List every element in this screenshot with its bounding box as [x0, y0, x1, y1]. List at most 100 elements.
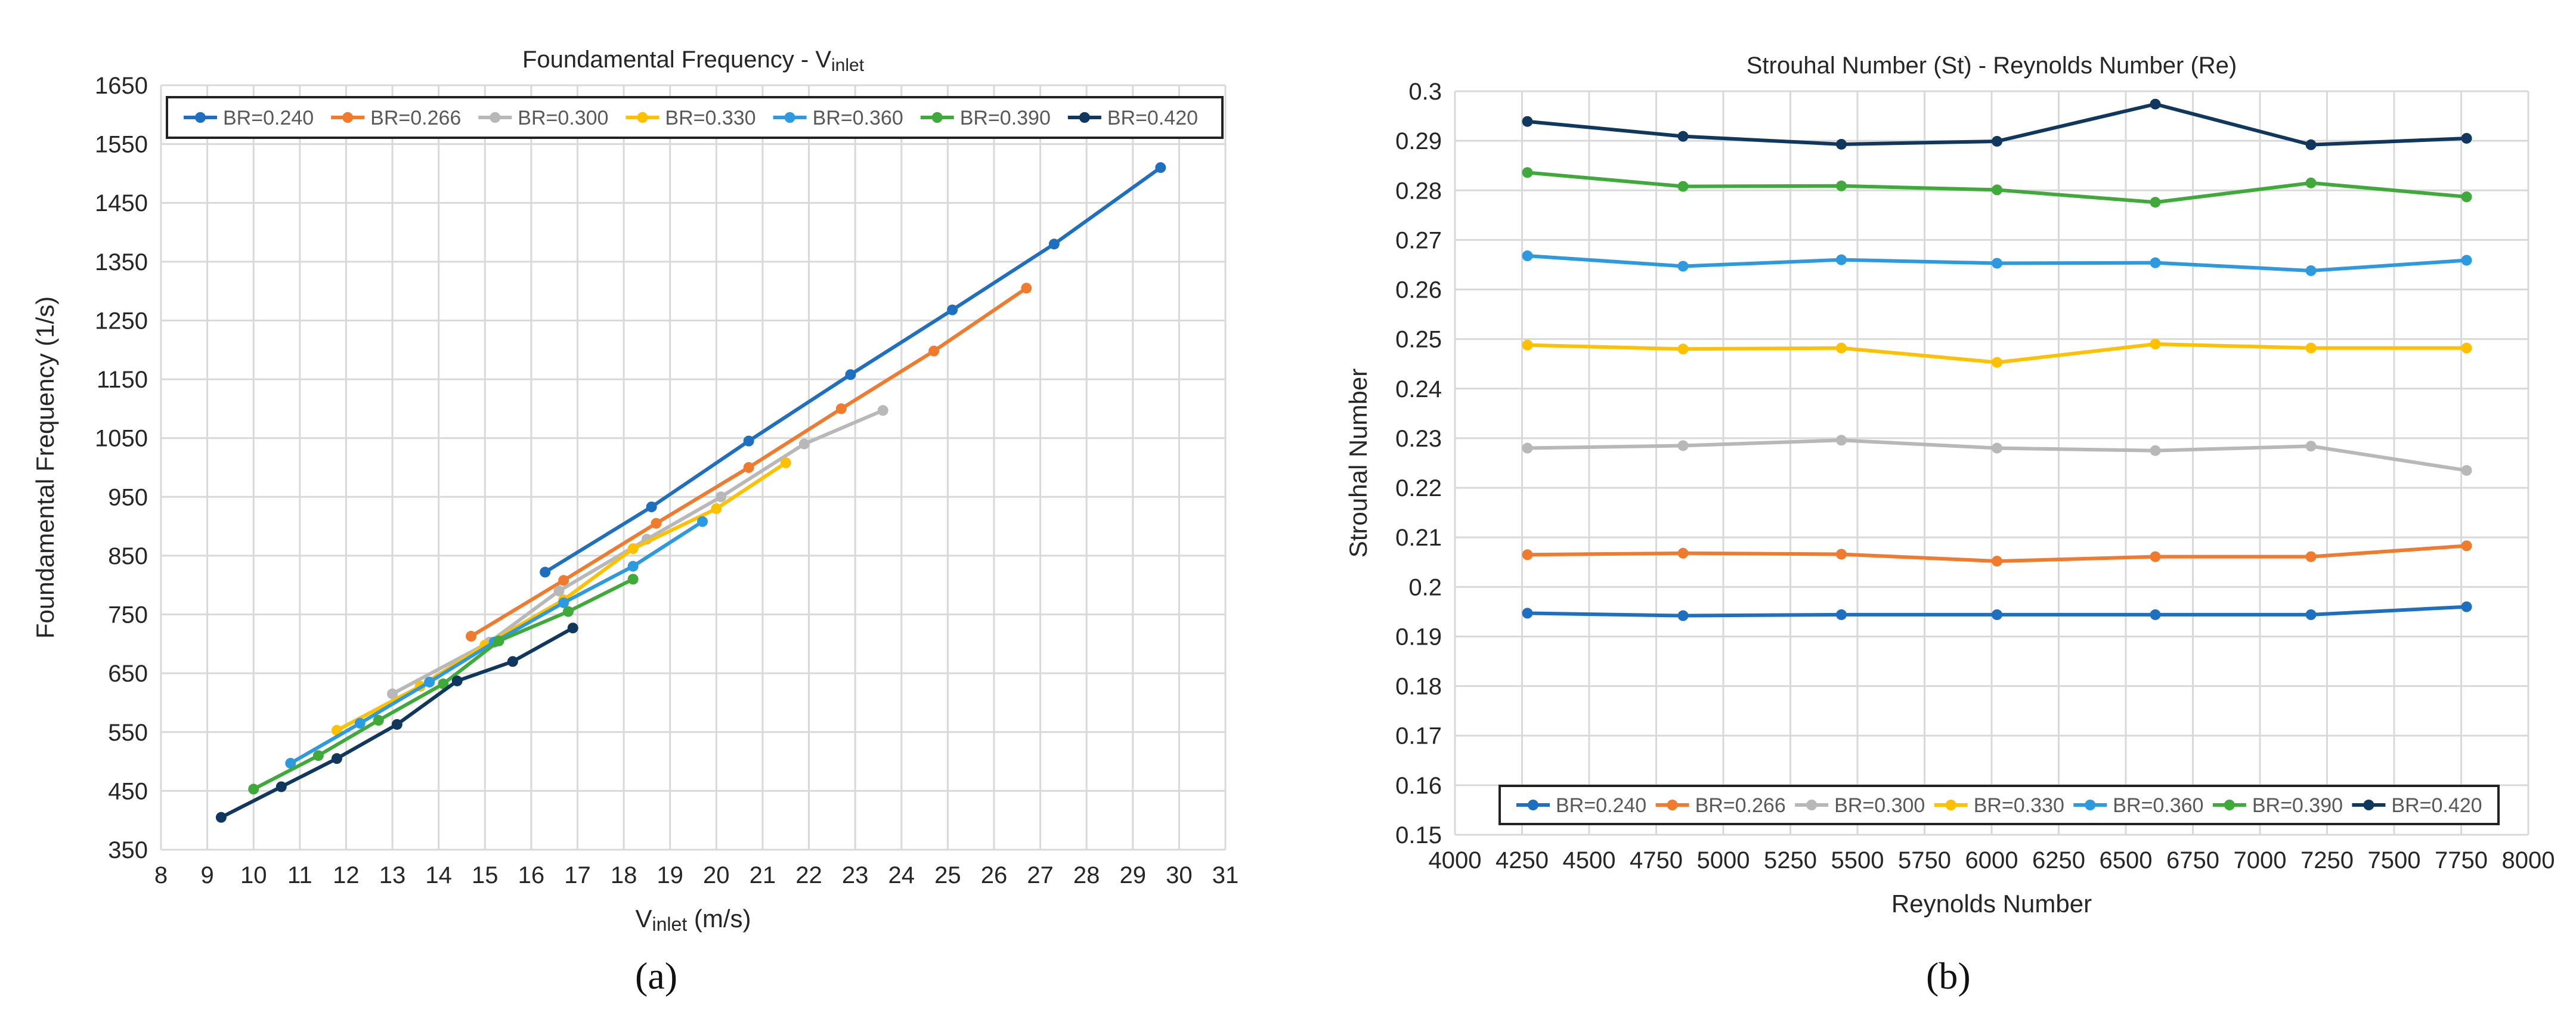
y-tick-label: 950	[108, 484, 148, 510]
x-tick-label: 11	[287, 862, 312, 888]
data-point	[928, 345, 940, 357]
panel-label-b: (b)	[1926, 955, 1971, 997]
data-point	[743, 462, 754, 473]
x-tick-label: 5500	[1831, 847, 1884, 874]
chart-title: Foundamental Frequency - Vinlet	[522, 47, 865, 75]
x-tick-label: 6000	[1965, 847, 2018, 874]
data-point	[2305, 177, 2317, 188]
data-point	[1677, 181, 1689, 192]
y-tick-label: 750	[108, 602, 148, 628]
data-point	[627, 574, 639, 585]
data-point	[2150, 609, 2161, 620]
y-tick-label: 850	[108, 543, 148, 569]
data-point	[651, 518, 662, 529]
chart-title: Strouhal Number (St) - Reynolds Number (…	[1747, 52, 2237, 79]
y-tick-label: 0.28	[1395, 178, 1442, 204]
data-point	[1677, 261, 1689, 272]
data-point	[553, 586, 565, 597]
data-point	[2305, 609, 2317, 620]
x-tick-label: 7750	[2435, 847, 2488, 874]
y-tick-label: 350	[108, 837, 148, 863]
data-point	[558, 597, 569, 608]
data-point	[1522, 250, 1533, 262]
x-tick-label: 17	[564, 862, 591, 888]
x-tick-label: 25	[934, 862, 961, 888]
legend-swatch-marker	[342, 112, 354, 123]
legend-label: BR=0.390	[960, 107, 1051, 129]
data-point	[646, 501, 657, 513]
x-tick-label: 8000	[2502, 847, 2555, 874]
legend-swatch-marker	[2224, 800, 2235, 810]
y-tick-label: 0.22	[1395, 475, 1442, 501]
x-tick-label: 26	[981, 862, 1008, 888]
data-point	[2461, 342, 2472, 354]
legend-swatch-marker	[931, 112, 943, 123]
chart-title-subscript: inlet	[831, 55, 865, 75]
data-point	[493, 635, 504, 646]
data-point	[465, 631, 476, 642]
data-point	[1836, 609, 1847, 620]
legend-label: BR=0.420	[2391, 794, 2482, 817]
data-point	[275, 781, 287, 792]
x-tick-label: 23	[842, 862, 869, 888]
data-point	[2305, 265, 2317, 276]
data-point	[1992, 357, 2002, 368]
x-axis-label: Reynolds Number	[1891, 890, 2092, 918]
x-axis-label: Vinlet (m/s)	[635, 905, 751, 935]
y-tick-label: 0.25	[1395, 327, 1442, 353]
x-tick-label: 6750	[2166, 847, 2219, 874]
data-point	[1522, 116, 1533, 127]
legend-swatch-marker	[195, 112, 206, 123]
x-tick-label: 7000	[2234, 847, 2287, 874]
data-point	[451, 675, 463, 686]
legend-swatch-marker	[1079, 112, 1090, 123]
y-tick-label: 1450	[95, 190, 148, 216]
x-tick-label: 18	[611, 862, 637, 888]
data-point	[562, 606, 574, 617]
data-point	[2150, 257, 2161, 268]
legend-swatch-marker	[2363, 800, 2374, 810]
x-tick-label: 27	[1027, 862, 1054, 888]
x-tick-label: 28	[1073, 862, 1100, 888]
y-tick-label: 0.27	[1395, 227, 1442, 253]
legend-label: BR=0.300	[1834, 794, 1925, 817]
legend-swatch-marker	[637, 112, 648, 123]
x-tick-label: 4000	[1429, 847, 1482, 874]
legend-swatch-marker	[1806, 800, 1818, 810]
data-point	[2305, 342, 2317, 354]
data-point	[540, 566, 551, 578]
chart-a: 350 450 550 650 750 850 950 1050 1150 1250 1350 145…	[31, 47, 1239, 935]
x-tick-label: 6250	[2032, 847, 2085, 874]
data-point	[331, 753, 342, 764]
data-point	[215, 812, 227, 823]
y-tick-label: 0.3	[1408, 79, 1442, 105]
data-point	[373, 715, 384, 726]
data-point	[1836, 435, 1847, 446]
legend-label: BR=0.390	[2252, 794, 2343, 817]
data-point	[947, 304, 958, 315]
data-point	[845, 369, 856, 380]
data-point	[1992, 442, 2002, 454]
y-tick-label: 0.26	[1395, 277, 1442, 303]
data-point	[248, 783, 259, 795]
x-tick-label: 19	[657, 862, 683, 888]
legend-label: BR=0.266	[370, 107, 461, 129]
legend-label: BR=0.240	[1556, 794, 1646, 817]
data-point	[438, 678, 449, 689]
x-tick-label: 9	[200, 862, 213, 888]
x-tick-label: 5750	[1898, 847, 1951, 874]
x-tick-label: 7250	[2301, 847, 2354, 874]
data-point	[1836, 180, 1847, 191]
data-point	[1522, 608, 1533, 619]
y-tick-label: 0.21	[1395, 525, 1442, 551]
x-tick-label: 22	[795, 862, 822, 888]
legend-label: BR=0.360	[2113, 794, 2203, 817]
data-point	[711, 503, 722, 515]
data-point	[387, 688, 398, 699]
data-point	[1155, 162, 1166, 174]
y-tick-label: 0.24	[1395, 376, 1442, 402]
data-point	[2461, 464, 2472, 476]
data-point	[1677, 547, 1689, 559]
x-tick-label: 12	[333, 862, 360, 888]
data-point	[2461, 540, 2472, 552]
